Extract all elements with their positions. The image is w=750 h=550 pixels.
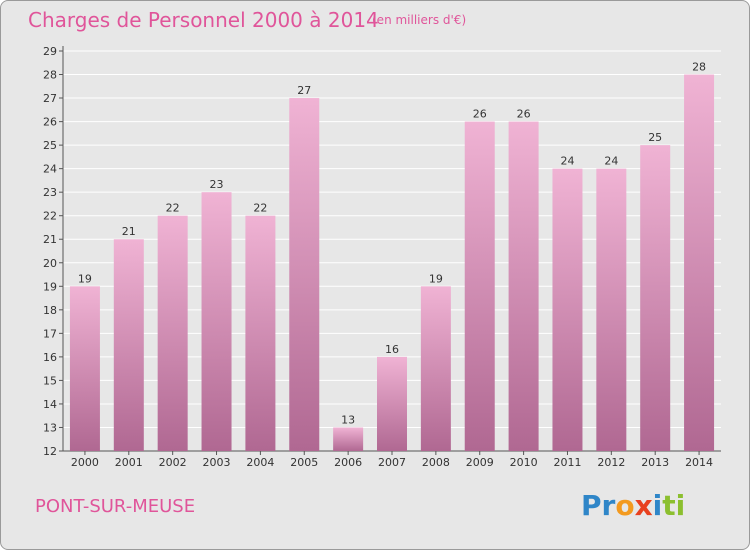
logo-letter: x xyxy=(634,489,653,522)
town-name: PONT-SUR-MEUSE xyxy=(35,496,196,517)
x-tick-label: 2006 xyxy=(334,456,362,469)
bar xyxy=(333,427,364,451)
data-label: 22 xyxy=(166,202,180,215)
y-tick-label: 20 xyxy=(43,257,57,270)
bar xyxy=(464,121,495,452)
x-tick-label: 2004 xyxy=(246,456,274,469)
y-tick-label: 21 xyxy=(43,233,57,246)
data-label: 23 xyxy=(210,178,224,191)
bar xyxy=(552,168,583,451)
y-tick-label: 25 xyxy=(43,139,57,152)
x-tick-label: 2002 xyxy=(159,456,187,469)
y-tick-label: 16 xyxy=(43,351,57,364)
bar xyxy=(69,286,100,451)
x-tick-label: 2010 xyxy=(510,456,538,469)
chart-title: Charges de Personnel 2000 à 2014 xyxy=(28,8,379,32)
bar xyxy=(596,168,627,451)
logo-letter: i xyxy=(652,489,663,522)
data-label: 27 xyxy=(297,84,311,97)
data-label: 26 xyxy=(517,108,531,121)
y-tick-label: 19 xyxy=(43,280,57,293)
logo-letter: i xyxy=(675,489,686,522)
x-tick-label: 2014 xyxy=(685,456,713,469)
y-tick-label: 15 xyxy=(43,374,57,387)
data-label: 25 xyxy=(648,131,662,144)
data-label: 28 xyxy=(692,61,706,74)
y-tick-label: 14 xyxy=(43,398,57,411)
x-tick-label: 2007 xyxy=(378,456,406,469)
data-label: 13 xyxy=(341,413,355,426)
y-tick-label: 12 xyxy=(43,445,57,458)
bar xyxy=(201,192,232,452)
bar xyxy=(508,121,539,452)
logo-letter: o xyxy=(615,489,635,522)
x-tick-label: 2011 xyxy=(553,456,581,469)
y-tick-label: 24 xyxy=(43,163,57,176)
logo-letter: t xyxy=(662,489,676,522)
bar xyxy=(640,145,671,451)
bar xyxy=(420,286,451,451)
logo-letter: P xyxy=(581,489,602,522)
data-label: 22 xyxy=(253,202,267,215)
bar xyxy=(245,215,276,451)
y-tick-label: 26 xyxy=(43,116,57,129)
y-tick-label: 28 xyxy=(43,69,57,82)
logo-letter: r xyxy=(601,489,616,522)
data-label: 24 xyxy=(560,155,574,168)
bar xyxy=(113,239,144,451)
x-tick-label: 2000 xyxy=(71,456,99,469)
y-tick-label: 17 xyxy=(43,327,57,340)
chart-subtitle: (en milliers d'€) xyxy=(372,13,467,27)
y-tick-label: 27 xyxy=(43,92,57,105)
x-tick-label: 2008 xyxy=(422,456,450,469)
data-label: 19 xyxy=(429,272,443,285)
bar xyxy=(157,215,188,451)
y-tick-label: 18 xyxy=(43,304,57,317)
x-tick-label: 2001 xyxy=(115,456,143,469)
x-tick-label: 2005 xyxy=(290,456,318,469)
x-tick-label: 2013 xyxy=(641,456,669,469)
data-label: 26 xyxy=(473,108,487,121)
bar xyxy=(289,98,320,451)
data-label: 19 xyxy=(78,272,92,285)
bar xyxy=(377,356,407,451)
data-label: 21 xyxy=(122,225,136,238)
x-tick-label: 2003 xyxy=(203,456,231,469)
y-tick-label: 22 xyxy=(43,210,57,223)
bar xyxy=(684,74,715,451)
data-label: 24 xyxy=(604,155,618,168)
x-tick-label: 2012 xyxy=(597,456,625,469)
x-tick-label: 2009 xyxy=(466,456,494,469)
y-tick-label: 13 xyxy=(43,421,57,434)
data-label: 16 xyxy=(385,343,399,356)
y-tick-label: 29 xyxy=(43,45,57,58)
proxiti-logo: Proxiti xyxy=(581,489,685,522)
y-tick-label: 23 xyxy=(43,186,57,199)
